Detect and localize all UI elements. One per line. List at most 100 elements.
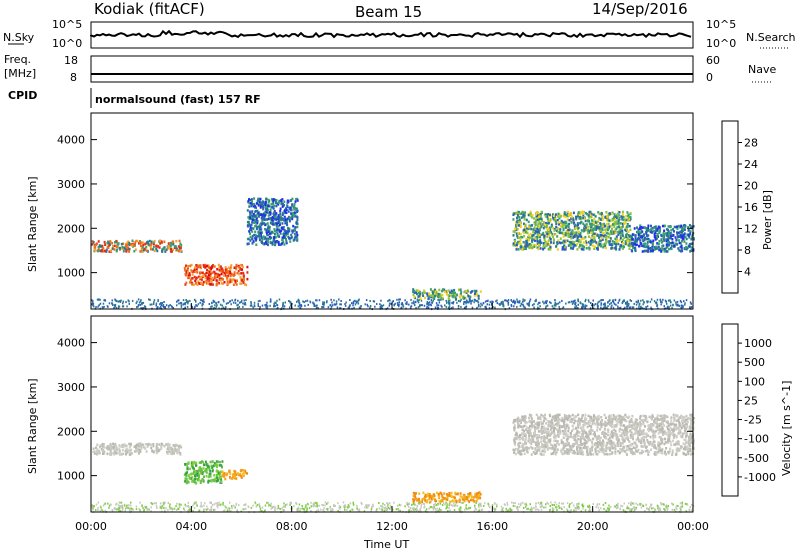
velocity-mark xyxy=(350,502,352,504)
power-mark xyxy=(267,222,269,225)
velocity-mark xyxy=(184,509,186,511)
power-mark xyxy=(431,299,433,301)
velocity-mark xyxy=(524,503,526,505)
power-mark xyxy=(690,301,692,303)
power-mark xyxy=(615,228,617,231)
power-mark xyxy=(542,232,544,235)
velocity-mark xyxy=(227,507,229,509)
power-mark xyxy=(235,267,237,270)
velocity-mark xyxy=(624,503,626,505)
velocity-mark xyxy=(156,447,158,450)
power-mark xyxy=(152,248,154,251)
power-mark xyxy=(236,272,238,275)
velocity-mark xyxy=(339,508,341,510)
power-mark xyxy=(239,306,241,308)
power-mark xyxy=(128,242,130,245)
power-mark xyxy=(631,235,633,238)
velocity-mark xyxy=(463,494,465,497)
power-mark xyxy=(196,277,198,280)
power-mark xyxy=(572,231,574,234)
velocity-mark xyxy=(105,503,107,505)
power-mark xyxy=(435,307,437,309)
velocity-mark xyxy=(94,505,96,507)
power-mark xyxy=(185,307,187,309)
velocity-mark xyxy=(535,509,537,511)
velocity-mark xyxy=(167,448,169,451)
velocity-mark xyxy=(663,503,665,505)
power-mark xyxy=(683,300,685,302)
velocity-mark xyxy=(170,451,172,454)
velocity-mark xyxy=(451,495,453,498)
velocity-mark xyxy=(652,507,654,509)
power-mark xyxy=(155,248,157,251)
velocity-mark xyxy=(445,507,447,509)
power-mark xyxy=(589,211,591,214)
power-mark xyxy=(654,300,656,302)
power-mark xyxy=(201,278,203,281)
power-mark xyxy=(690,230,692,233)
power-mark xyxy=(522,214,524,217)
power-mark xyxy=(611,302,613,304)
velocity-mark xyxy=(219,464,221,467)
velocity-mark xyxy=(95,509,97,511)
velocity-mark xyxy=(439,508,441,510)
power-mark xyxy=(588,301,590,303)
power-mark xyxy=(168,306,170,308)
velocity-mark xyxy=(605,510,607,512)
power-mark xyxy=(237,300,239,302)
cpid-label: CPID xyxy=(8,89,37,102)
velocity-mark xyxy=(523,507,525,509)
power-mark xyxy=(163,247,165,250)
power-colorbar-tick: 16 xyxy=(744,201,758,214)
power-colorbar-label: Power [dB] xyxy=(761,190,774,250)
nsky-tick-high: 10^5 xyxy=(52,18,82,31)
power-mark xyxy=(523,241,525,244)
power-mark xyxy=(624,218,626,221)
velocity-mark xyxy=(150,447,152,450)
velocity-mark xyxy=(424,506,426,508)
velocity-mark xyxy=(318,505,320,507)
power-mark xyxy=(565,303,567,305)
power-mark xyxy=(577,239,579,242)
power-mark xyxy=(255,244,257,247)
power-mark xyxy=(639,227,641,230)
power-mark xyxy=(436,304,438,306)
power-mark xyxy=(632,233,634,236)
power-mark xyxy=(279,213,281,216)
power-mark xyxy=(577,224,579,227)
velocity-mark xyxy=(233,505,235,507)
power-mark xyxy=(331,302,333,304)
velocity-mark xyxy=(196,504,198,506)
power-mark xyxy=(533,307,535,309)
power-mark xyxy=(128,300,130,302)
power-mark xyxy=(398,304,400,306)
velocity-mark xyxy=(649,506,651,508)
power-mark xyxy=(530,233,532,236)
velocity-mark xyxy=(229,477,231,480)
velocity-mark xyxy=(119,505,121,507)
power-mark xyxy=(478,297,480,300)
velocity-mark xyxy=(178,508,180,510)
power-mark xyxy=(161,304,163,306)
velocity-mark xyxy=(198,467,200,470)
power-mark xyxy=(258,303,260,305)
power-ytick-label: 1000 xyxy=(57,267,85,280)
power-mark xyxy=(516,244,518,247)
power-mark xyxy=(215,275,217,278)
power-mark xyxy=(212,283,214,286)
power-mark xyxy=(234,267,236,270)
power-mark xyxy=(117,243,119,246)
power-mark xyxy=(205,272,207,275)
power-mark xyxy=(585,212,587,215)
power-mark xyxy=(270,237,272,240)
power-mark xyxy=(564,246,566,249)
power-mark xyxy=(279,244,281,247)
power-mark xyxy=(661,245,663,248)
power-mark xyxy=(605,236,607,239)
velocity-mark xyxy=(136,506,138,508)
velocity-mark xyxy=(227,509,229,511)
power-mark xyxy=(636,304,638,306)
velocity-mark xyxy=(453,502,455,504)
velocity-mark xyxy=(487,503,489,505)
power-mark xyxy=(607,301,609,303)
